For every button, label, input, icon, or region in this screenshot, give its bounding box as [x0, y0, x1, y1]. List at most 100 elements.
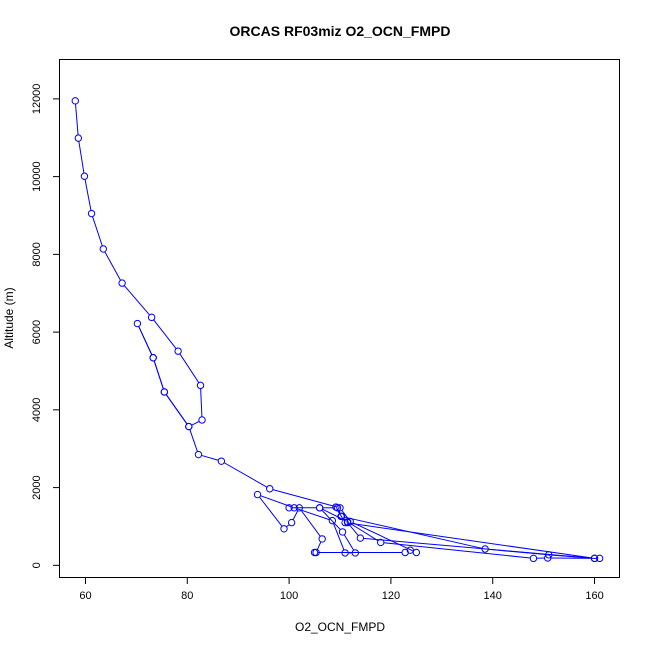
data-point [174, 347, 182, 355]
data-point [295, 504, 303, 512]
x-tick-label: 80 [181, 590, 193, 602]
series-line-segment [259, 496, 283, 527]
series-line-segment [286, 524, 290, 528]
y-axis-label: Altitude (m) [2, 287, 16, 348]
data-point [343, 518, 352, 527]
data-point [253, 490, 262, 499]
series-line-segment [165, 394, 188, 425]
y-tick-label: 12000 [31, 84, 43, 115]
data-point [194, 450, 203, 459]
data-point [266, 485, 274, 493]
series-line-segment [138, 326, 153, 356]
series-layer [71, 97, 604, 563]
data-point [341, 549, 349, 557]
data-point [315, 504, 324, 512]
data-point [196, 381, 205, 390]
data-point [287, 518, 296, 527]
series-line-segment [333, 523, 345, 551]
data-point [318, 535, 326, 543]
data-point [529, 554, 538, 563]
data-point [87, 209, 96, 218]
series-line-segment [343, 534, 355, 551]
series-line-segment [84, 179, 92, 211]
series-line-segment [200, 388, 203, 417]
series-line-segment [272, 489, 338, 508]
series-line-segment [153, 319, 177, 349]
series-line-segment [104, 251, 122, 281]
data-point [185, 422, 193, 431]
data-point [356, 534, 365, 542]
series-line-segment [223, 462, 268, 488]
series-line-segment [316, 541, 322, 550]
y-tick-label: 2000 [31, 475, 43, 499]
data-point [312, 548, 320, 557]
series-line-segment [349, 524, 359, 536]
data-point [412, 548, 421, 557]
chart-title: ORCAS RF03miz O2_OCN_FMPD [230, 23, 451, 39]
data-point [481, 545, 489, 553]
x-axis-label: O2_OCN_FMPD [295, 620, 385, 634]
data-point [595, 554, 604, 563]
data-point [149, 354, 157, 362]
data-point [544, 554, 552, 562]
data-point [337, 512, 346, 521]
data-point [71, 97, 79, 105]
series-line-segment [300, 510, 321, 537]
x-tick-label: 160 [585, 590, 603, 602]
data-point [80, 172, 89, 180]
data-point [99, 245, 107, 253]
data-point [280, 525, 288, 533]
plot-frame [59, 59, 620, 578]
data-point [351, 549, 359, 557]
data-point [74, 134, 83, 142]
data-point [118, 279, 126, 287]
y-tick-label: 10000 [31, 161, 43, 192]
y-tick-label: 8000 [31, 242, 43, 266]
y-axis: 0 2000 4000 6000 8000 10000 12000 [31, 84, 60, 568]
x-tick-label: 60 [79, 590, 91, 602]
series-line-segment [321, 509, 341, 530]
x-tick-label: 100 [280, 590, 298, 602]
y-tick-label: 4000 [31, 398, 43, 422]
data-point [328, 516, 337, 525]
series-line-segment [75, 103, 79, 135]
series-line-segment [153, 360, 164, 390]
series-line-segment [201, 454, 219, 461]
data-point [377, 538, 385, 547]
series-line-segment [297, 508, 330, 521]
series-line-segment [260, 495, 292, 508]
series-line-segment [344, 516, 483, 549]
data-point [198, 416, 206, 424]
series-line-segment [92, 216, 103, 247]
data-point [290, 504, 298, 512]
data-point [285, 504, 293, 512]
series-line-segment [191, 420, 200, 426]
x-tick-label: 120 [382, 590, 400, 602]
y-tick-label: 0 [31, 562, 43, 568]
series-line-segment [123, 285, 150, 316]
data-point [333, 504, 342, 512]
x-axis: 60 80 100 120 140 160 [79, 577, 604, 602]
data-point [160, 388, 169, 396]
series-line-segment [363, 537, 592, 559]
series-line-segment [352, 522, 414, 552]
x-tick-label: 140 [484, 590, 502, 602]
series-line-segment [383, 542, 531, 559]
data-point [401, 548, 409, 557]
series-line-segment [179, 353, 200, 383]
series-line-segment [322, 508, 345, 521]
data-point [338, 528, 347, 536]
data-point [545, 551, 553, 559]
series-line-segment [189, 429, 198, 452]
data-point [590, 554, 599, 563]
series-line-segment [78, 141, 85, 174]
data-point [217, 457, 226, 465]
data-point [133, 319, 142, 328]
data-point [336, 504, 344, 512]
data-point [341, 518, 349, 527]
series-line-segment [292, 510, 299, 520]
series-line-segment [350, 523, 379, 542]
y-tick-label: 6000 [31, 320, 43, 344]
